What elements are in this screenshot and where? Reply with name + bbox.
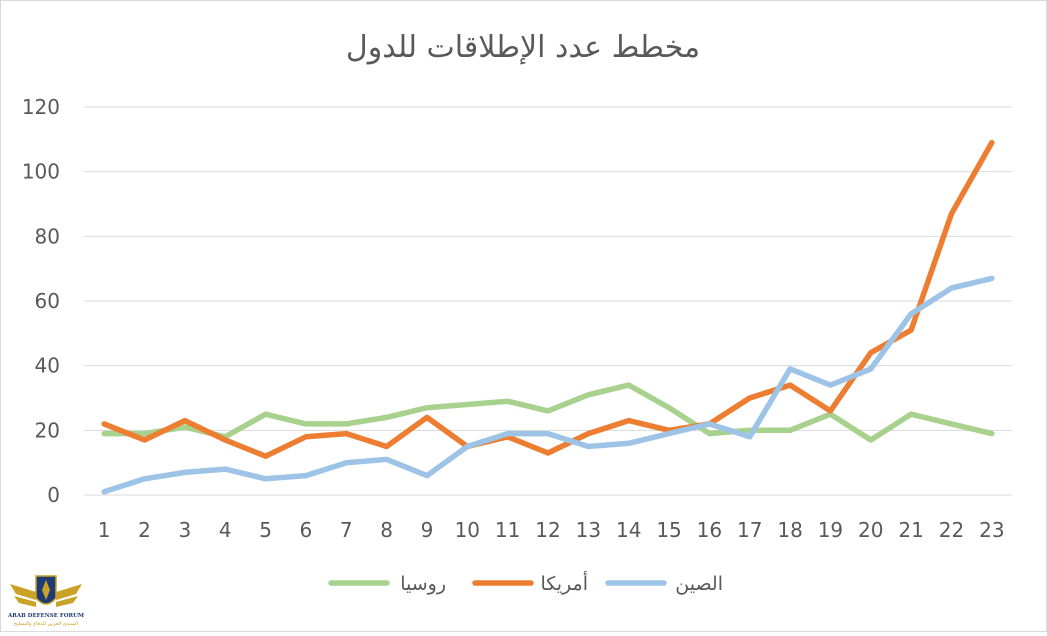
chart-title: مخطط عدد الإطلاقات للدول: [346, 30, 700, 65]
y-tick-label: 60: [35, 289, 60, 313]
x-tick-label: 19: [818, 518, 843, 542]
x-tick-label: 2: [138, 518, 151, 542]
x-tick-label: 8: [380, 518, 393, 542]
x-tick-label: 4: [219, 518, 232, 542]
x-tick-label: 9: [421, 518, 434, 542]
x-tick-label: 16: [697, 518, 722, 542]
y-tick-label: 40: [35, 354, 60, 378]
x-tick-label: 5: [259, 518, 272, 542]
legend-label-2: الصين: [675, 573, 723, 595]
x-tick-label: 23: [979, 518, 1004, 542]
watermark-line-1: ARAB DEFENSE FORUM: [7, 613, 84, 619]
forum-logo-icon: ARAB DEFENSE FORUM المنتدى العربي للدفاع…: [6, 570, 86, 628]
watermark-logo: ARAB DEFENSE FORUM المنتدى العربي للدفاع…: [6, 570, 86, 628]
legend-label-0: روسيا: [400, 573, 446, 595]
x-tick-label: 20: [858, 518, 883, 542]
x-tick-label: 22: [939, 518, 964, 542]
x-tick-label: 10: [455, 518, 480, 542]
x-tick-label: 13: [576, 518, 601, 542]
x-tick-label: 14: [616, 518, 641, 542]
x-tick-label: 3: [179, 518, 192, 542]
x-tick-label: 6: [300, 518, 313, 542]
y-tick-label: 20: [35, 418, 60, 442]
x-tick-label: 11: [495, 518, 520, 542]
legend-label-1: أمريكا: [540, 571, 588, 595]
x-tick-label: 18: [777, 518, 802, 542]
x-tick-label: 7: [340, 518, 353, 542]
x-tick-label: 12: [535, 518, 560, 542]
x-tick-label: 15: [656, 518, 681, 542]
y-tick-label: 120: [22, 95, 60, 119]
watermark-line-2: المنتدى العربي للدفاع والتسليح: [14, 621, 78, 627]
x-tick-label: 17: [737, 518, 762, 542]
y-tick-label: 0: [47, 483, 60, 507]
x-tick-label: 21: [898, 518, 923, 542]
y-tick-label: 100: [22, 160, 60, 184]
y-tick-label: 80: [35, 224, 60, 248]
x-tick-label: 1: [98, 518, 111, 542]
